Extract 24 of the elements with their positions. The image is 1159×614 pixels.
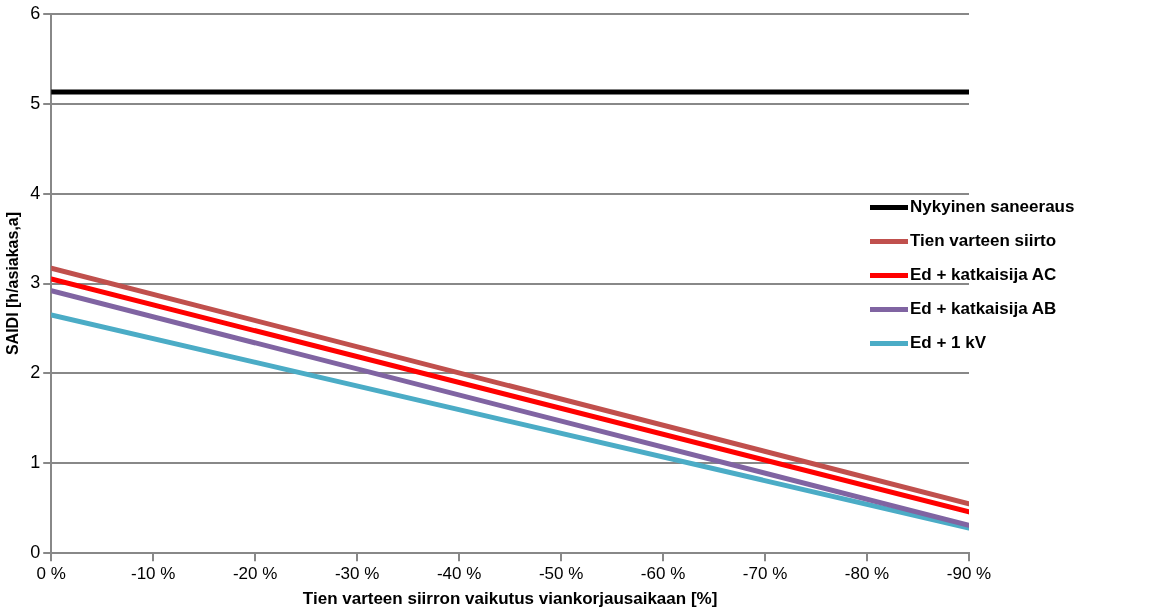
y-tick-label: 3 xyxy=(30,272,41,293)
x-tick-label: -40 % xyxy=(436,564,482,584)
x-tick-label: -50 % xyxy=(538,564,584,584)
x-tick-label: -80 % xyxy=(844,564,890,584)
y-tick-label: 2 xyxy=(30,362,41,383)
x-tick-label: -90 % xyxy=(946,564,992,584)
x-tick-label: -30 % xyxy=(334,564,380,584)
y-tick-label: 4 xyxy=(30,182,41,203)
legend-label: Tien varteen siirto xyxy=(910,231,1057,251)
legend-label: Ed + 1 kV xyxy=(910,333,987,353)
x-tick-label: 0 % xyxy=(36,564,66,584)
x-tick-label: -20 % xyxy=(232,564,278,584)
y-axis-title: SAIDI [h/asiakas,a] xyxy=(4,211,22,356)
legend-label: Ed + katkaisija AC xyxy=(910,265,1057,285)
x-axis-title: Tien varteen siirron vaikutus viankorjausaikaan [%] xyxy=(302,589,718,609)
x-tick-label: -70 % xyxy=(742,564,788,584)
legend-label: Nykyinen saneeraus xyxy=(910,197,1075,217)
legend-label: Ed + katkaisija AB xyxy=(910,299,1057,319)
y-tick-label: 0 xyxy=(30,542,41,563)
x-tick-label: -10 % xyxy=(130,564,176,584)
y-tick-label: 1 xyxy=(30,452,41,473)
x-tick-label: -60 % xyxy=(640,564,686,584)
y-tick-label: 5 xyxy=(30,92,41,113)
y-tick-label: 6 xyxy=(30,2,41,23)
